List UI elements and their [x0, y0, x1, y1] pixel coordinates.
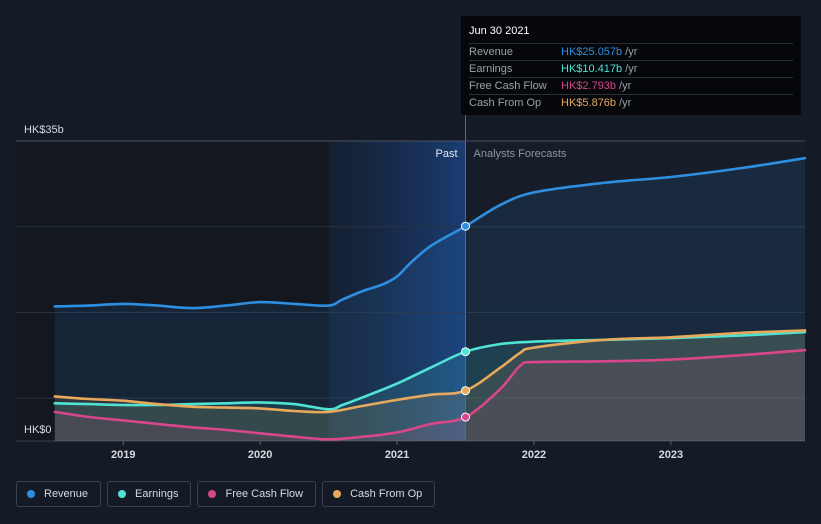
x-tick-label: 2022 [522, 449, 546, 461]
line-cfo [53, 329, 807, 414]
tooltip-label: Revenue [469, 46, 514, 58]
past-label: Past [435, 148, 457, 160]
marker-earnings [461, 347, 471, 357]
legend-dot-icon [333, 490, 342, 498]
legend-item-cash-from-op[interactable]: Cash From Op [322, 481, 436, 507]
marker-cfo [461, 386, 471, 396]
tooltip-value: HK$10.417b [561, 63, 623, 75]
tooltip-value: HK$5.876b [561, 97, 617, 109]
legend-label: Free Cash Flow [225, 488, 304, 500]
legend-dot-icon [208, 490, 217, 498]
tooltip-label: Cash From Op [469, 97, 542, 109]
x-tick-label: 2020 [248, 449, 272, 461]
x-tick-label: 2019 [111, 449, 135, 461]
y-axis-top-label: HK$35b [24, 124, 64, 136]
y-axis-bottom-label: HK$0 [24, 424, 52, 436]
tooltip-unit: /yr [619, 97, 632, 109]
chart-legend: Revenue Earnings Free Cash Flow Cash Fro… [16, 481, 436, 507]
legend-dot-icon [118, 490, 127, 498]
marker-revenue [461, 221, 471, 231]
tooltip-unit: /yr [625, 63, 638, 75]
x-tick-label: 2021 [385, 449, 409, 461]
legend-label: Cash From Op [350, 488, 423, 500]
forecast-label: Analysts Forecasts [474, 148, 567, 160]
legend-dot-icon [27, 490, 35, 498]
area-fcf [54, 350, 806, 441]
hover-tooltip: Jun 30 2021 Revenue HK$25.057b /yr Earni… [461, 16, 801, 115]
tooltip-value: HK$25.057b [561, 46, 623, 58]
series-areas [54, 158, 806, 441]
legend-item-earnings[interactable]: Earnings [107, 481, 192, 507]
tooltip-label: Earnings [469, 63, 513, 75]
tooltip-row-revenue: Revenue HK$25.057b /yr [469, 43, 793, 60]
legend-label: Revenue [44, 488, 89, 500]
past-region-highlight [328, 141, 466, 441]
area-cfo [54, 330, 806, 441]
tooltip-row-free-cash-flow: Free Cash Flow HK$2.793b /yr [469, 77, 793, 94]
tooltip-label: Free Cash Flow [469, 80, 547, 92]
legend-label: Earnings [135, 488, 179, 500]
tooltip-date: Jun 30 2021 [469, 25, 530, 37]
series-markers [461, 221, 471, 422]
legend-item-free-cash-flow[interactable]: Free Cash Flow [197, 481, 317, 507]
tooltip-unit: /yr [625, 46, 638, 58]
area-revenue [54, 158, 806, 441]
legend-item-revenue[interactable]: Revenue [16, 481, 102, 507]
marker-fcf [461, 412, 471, 422]
line-fcf [53, 348, 807, 441]
x-axis-ticks: 2019 2020 2021 2022 2023 [111, 441, 683, 461]
series-lines [53, 156, 807, 441]
tooltip-row-earnings: Earnings HK$10.417b /yr [469, 60, 793, 77]
tooltip-value: HK$2.793b [561, 80, 617, 92]
tooltip-row-cash-from-op: Cash From Op HK$5.876b /yr [469, 94, 793, 111]
line-revenue [53, 156, 807, 310]
area-earnings [54, 332, 806, 441]
tooltip-unit: /yr [619, 80, 632, 92]
x-tick-label: 2023 [659, 449, 683, 461]
